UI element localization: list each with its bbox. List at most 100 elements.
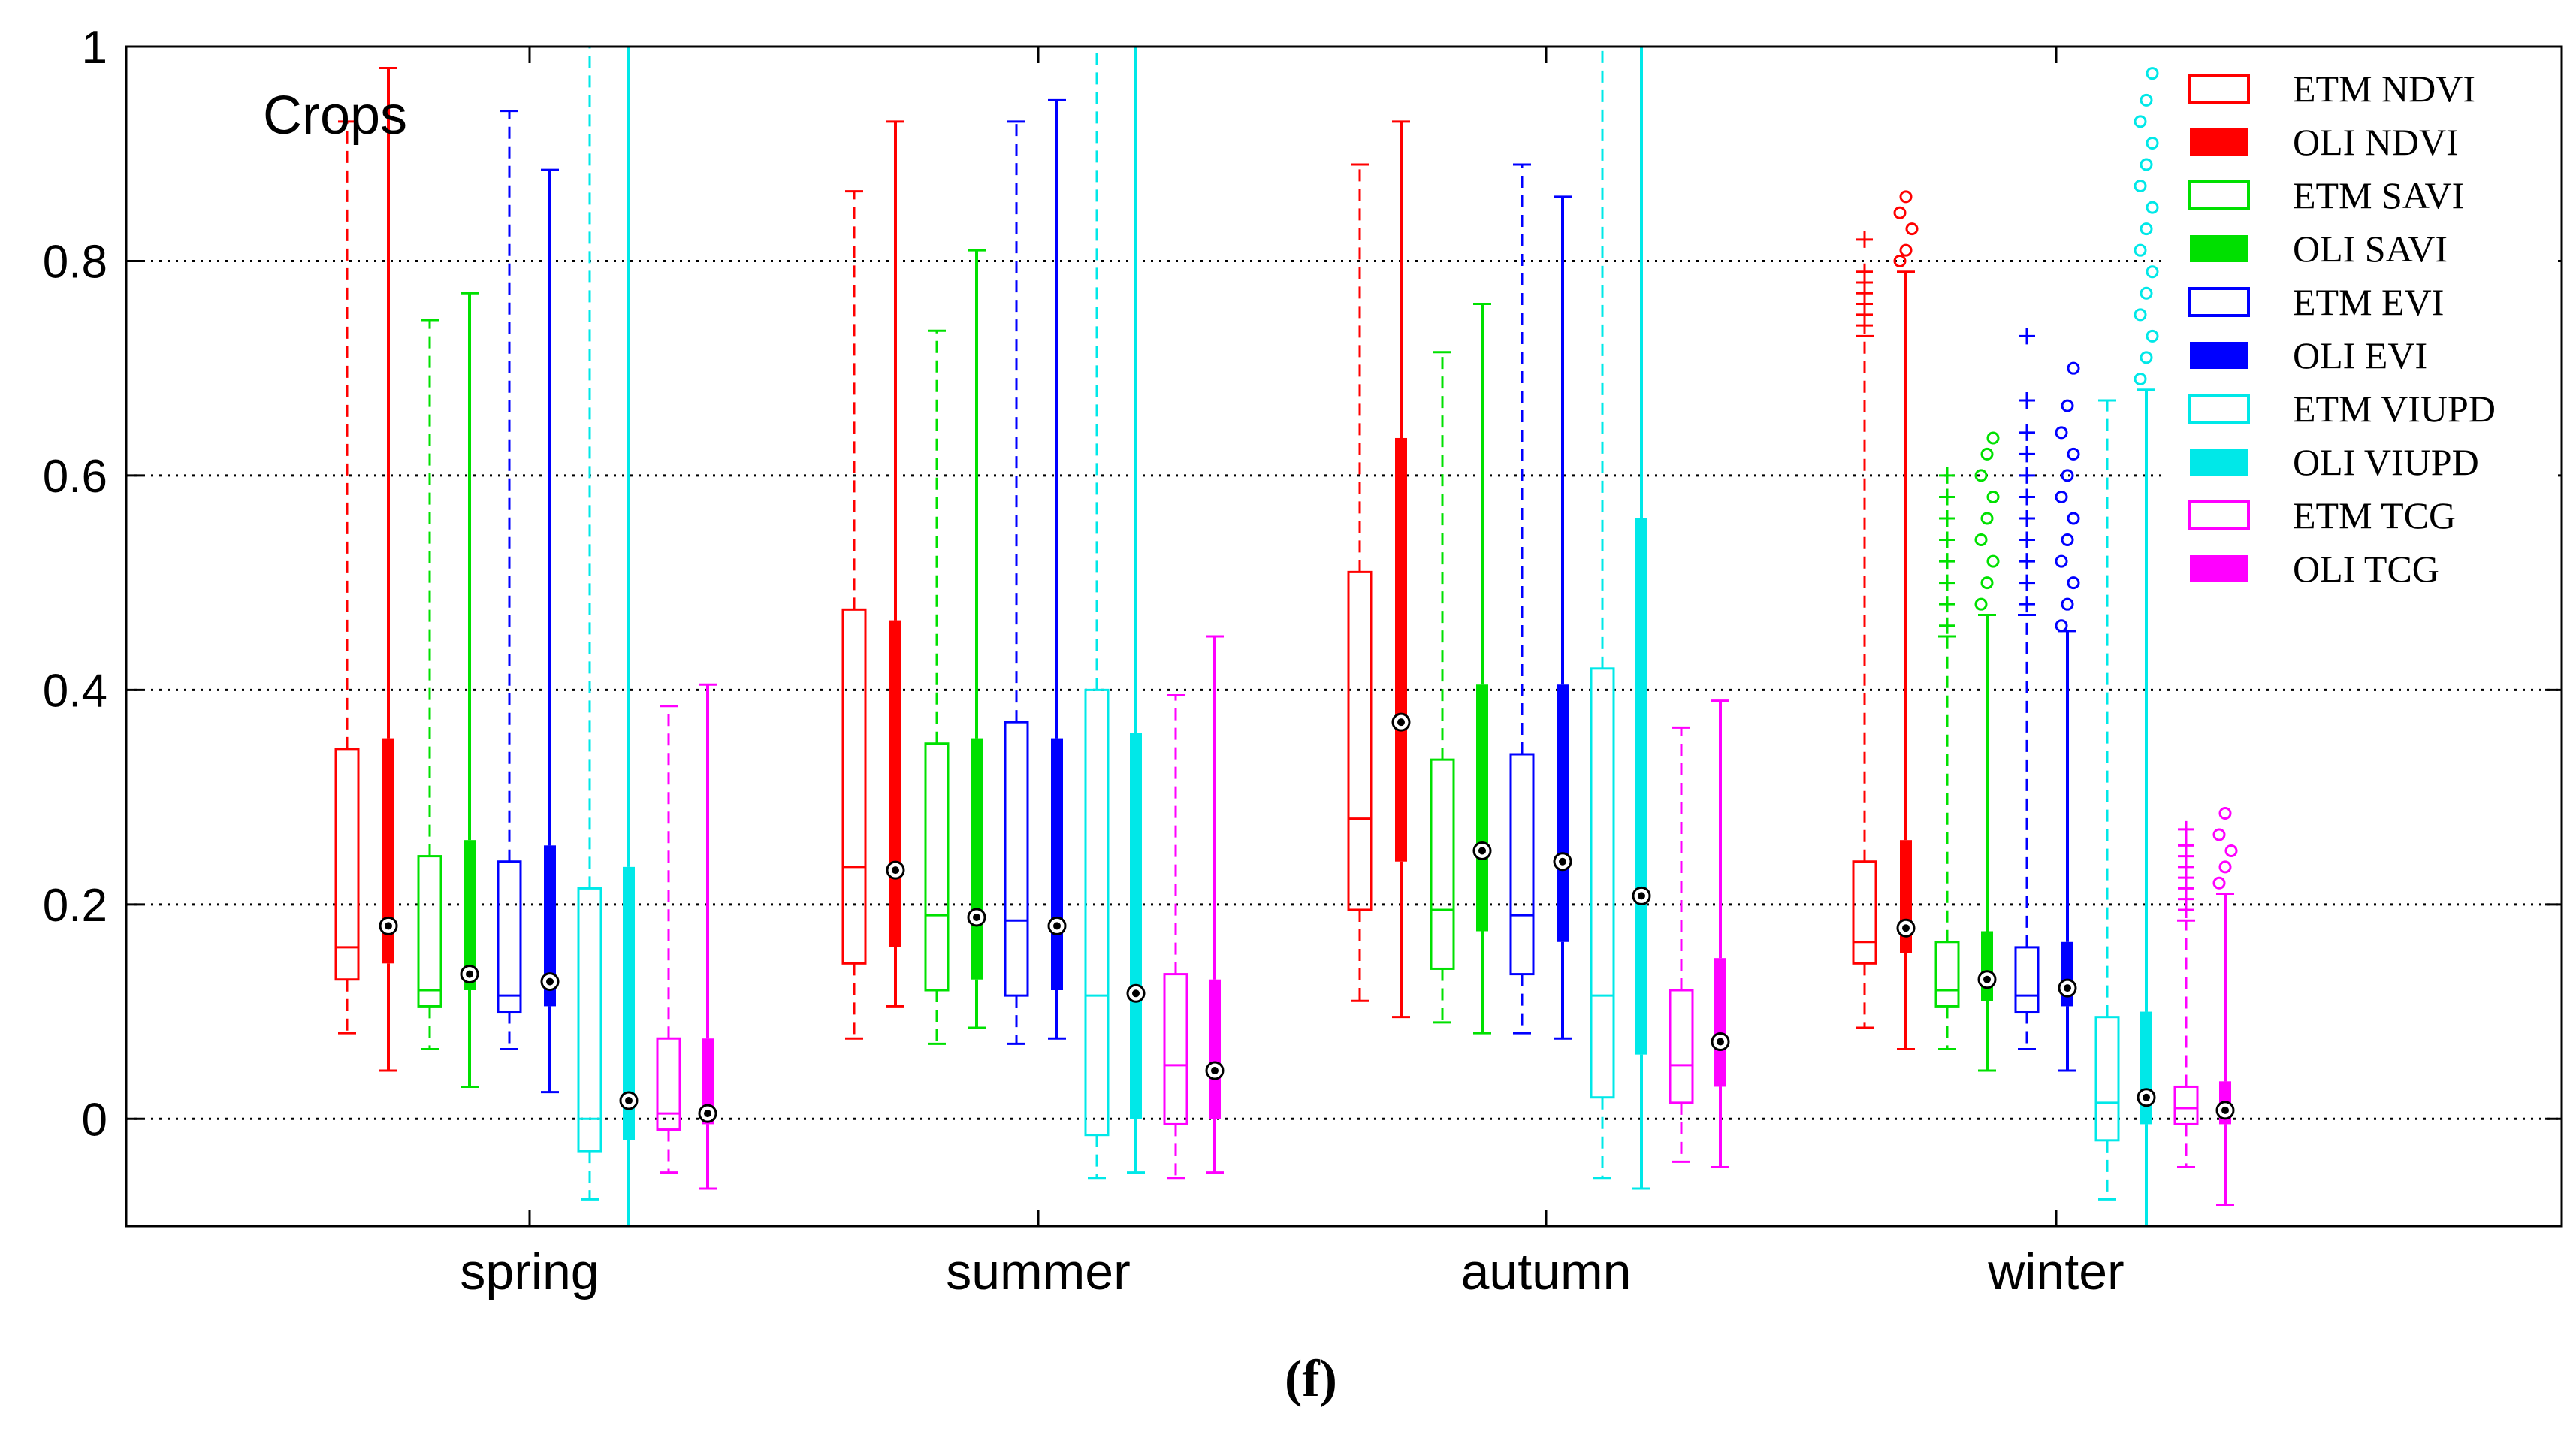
y-tick-label: 0.6 [43, 451, 107, 503]
outlier-marker [2134, 372, 2147, 385]
legend-entry: OLI VIUPD [2190, 441, 2479, 483]
legend-entry: ETM VIUPD [2188, 388, 2496, 430]
x-tick-label: autumn [1461, 1243, 1632, 1301]
outlier-marker [2140, 222, 2153, 236]
outlier-marker [2067, 576, 2080, 590]
outlier-marker [1980, 512, 1994, 525]
outlier-marker [2134, 243, 2147, 257]
box-series [334, 47, 2238, 1226]
median-marker-dot [1902, 924, 1910, 932]
legend-label: ETM SAVI [2293, 174, 2464, 216]
y-tick-label: 0.4 [43, 665, 107, 717]
outlier-marker [1939, 531, 1955, 548]
outlier-marker [2067, 361, 2080, 375]
box [544, 845, 556, 1007]
outlier-marker [2140, 93, 2153, 107]
outlier-marker [2061, 399, 2074, 412]
outlier-marker [2140, 158, 2153, 171]
box [1509, 753, 1535, 976]
legend-label: ETM TCG [2293, 494, 2456, 536]
outlier-marker [2019, 392, 2035, 409]
legend-label: OLI SAVI [2293, 228, 2448, 270]
outlier-marker [2019, 424, 2035, 441]
outlier-marker [1939, 574, 1955, 591]
box [2014, 946, 2040, 1014]
box [1004, 721, 1029, 997]
outlier-marker [2146, 265, 2159, 279]
outlier-marker [1856, 263, 1873, 280]
box [1714, 958, 1726, 1087]
x-tick-label: summer [946, 1243, 1131, 1301]
x-tick-label: winter [1987, 1243, 2124, 1301]
legend-swatch [2190, 555, 2248, 582]
box [2140, 1011, 2152, 1125]
legend-label: ETM NDVI [2293, 68, 2475, 110]
outlier-marker [2061, 469, 2074, 482]
box [1557, 684, 1569, 942]
outlier-marker [1974, 469, 1988, 482]
box [702, 1038, 714, 1125]
legend-label: ETM EVI [2293, 281, 2444, 323]
outlier-marker [2146, 201, 2159, 214]
outlier-marker [1986, 554, 2000, 568]
outlier-marker [2178, 820, 2194, 838]
legend-entry: OLI NDVI [2190, 121, 2459, 163]
legend-swatch [2188, 500, 2250, 530]
series-oli-evi [540, 98, 2080, 1094]
outlier-marker [1939, 467, 1955, 484]
legend-swatch [2188, 287, 2250, 317]
series-etm-evi [497, 110, 2040, 1050]
outlier-marker [1899, 243, 1913, 257]
y-axis: 0 0.2 0.4 0.6 0.8 1 [43, 22, 2562, 1146]
figure-caption: (f) [1285, 1350, 1337, 1408]
outlier-marker [1893, 206, 1907, 219]
median-marker-dot [385, 922, 392, 930]
outlier-marker [2146, 136, 2159, 150]
series-etm-viupd [577, 47, 2120, 1201]
legend-swatch [2190, 342, 2248, 369]
outlier-marker [2019, 596, 2035, 613]
outlier-marker [1939, 553, 1955, 570]
legend-swatch [2190, 235, 2248, 262]
box [497, 860, 522, 1014]
outlier-marker [2019, 510, 2035, 527]
box [1163, 973, 1188, 1125]
median-marker-dot [466, 970, 473, 978]
outlier-marker [1939, 510, 1955, 527]
outlier-marker [1986, 431, 2000, 445]
legend-entry: OLI TCG [2190, 548, 2439, 590]
box [1852, 860, 1877, 965]
outlier-marker [1974, 597, 1988, 611]
outlier-marker [2019, 553, 2035, 570]
median-marker-dot [892, 866, 899, 875]
outlier-marker [2061, 597, 2074, 611]
median-marker-dot [2064, 984, 2071, 992]
box [1669, 989, 1694, 1104]
outlier-marker [1905, 222, 1919, 236]
median-marker-dot [625, 1097, 633, 1105]
box [334, 748, 360, 981]
outlier-marker [2055, 490, 2068, 503]
outlier-marker [2067, 447, 2080, 461]
y-tick-label: 0.2 [43, 880, 107, 932]
legend-swatch [2188, 394, 2250, 424]
median-marker-dot [1717, 1038, 1724, 1046]
legend-swatch [2188, 180, 2250, 210]
median-marker-dot [1053, 922, 1061, 930]
axes-frame [125, 45, 2563, 1228]
box [1476, 684, 1488, 932]
outlier-marker [1980, 576, 1994, 590]
outlier-marker [2218, 807, 2232, 820]
box [1981, 931, 1993, 1001]
outlier-marker [2178, 837, 2194, 854]
box [2094, 1016, 2120, 1142]
outlier-marker [2134, 308, 2147, 322]
outlier-marker [1939, 596, 1955, 613]
legend-entry: ETM NDVI [2188, 68, 2475, 110]
outlier-marker [2019, 574, 2035, 591]
legend-label: OLI VIUPD [2293, 441, 2479, 483]
x-tick-label: spring [460, 1243, 599, 1301]
outlier-marker [2134, 115, 2147, 128]
outlier-marker [1986, 490, 2000, 503]
